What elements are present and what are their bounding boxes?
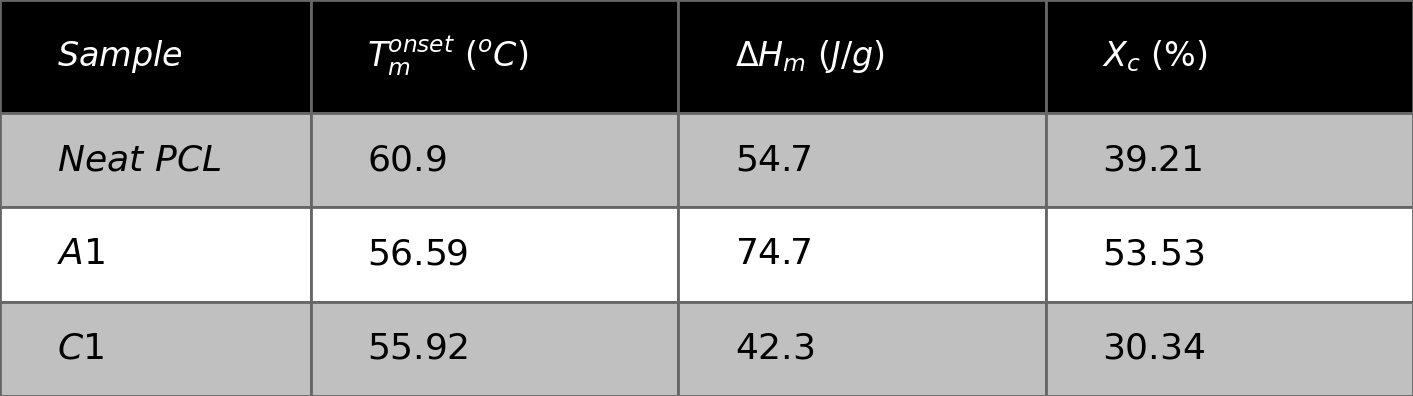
- Bar: [678, 302, 1046, 396]
- Text: $\mathit{54.7}$: $\mathit{54.7}$: [735, 143, 811, 177]
- Text: $\mathbf{\mathit{\Delta H_m}}\ \mathbf{\mathit{(J/g)}}$: $\mathbf{\mathit{\Delta H_m}}\ \mathbf{\…: [735, 38, 885, 75]
- Bar: [1046, 0, 1413, 113]
- Text: $\mathit{55.92}$: $\mathit{55.92}$: [367, 332, 469, 366]
- Text: $\mathit{39.21}$: $\mathit{39.21}$: [1102, 143, 1202, 177]
- Bar: [311, 0, 678, 113]
- Text: $\mathit{60.9}$: $\mathit{60.9}$: [367, 143, 447, 177]
- Bar: [0, 113, 311, 207]
- Text: $\mathit{53.53}$: $\mathit{53.53}$: [1102, 238, 1205, 271]
- Bar: [1046, 207, 1413, 302]
- Text: $\mathbf{\mathit{T}}_{\mathbf{\mathit{m}}}^{\mathbf{\mathit{onset}}}\ \mathbf{\m: $\mathbf{\mathit{T}}_{\mathbf{\mathit{m}…: [367, 34, 528, 78]
- Bar: [311, 113, 678, 207]
- Bar: [1046, 113, 1413, 207]
- Text: $\mathit{74.7}$: $\mathit{74.7}$: [735, 238, 811, 271]
- Text: $\mathit{42.3}$: $\mathit{42.3}$: [735, 332, 814, 366]
- Bar: [0, 0, 311, 113]
- Bar: [678, 113, 1046, 207]
- Text: $\mathit{30.34}$: $\mathit{30.34}$: [1102, 332, 1205, 366]
- Bar: [1046, 302, 1413, 396]
- Bar: [311, 207, 678, 302]
- Text: $\mathbf{\mathit{X_c}}\ \mathbf{\mathit{(\%)}}$: $\mathbf{\mathit{X_c}}\ \mathbf{\mathit{…: [1102, 38, 1208, 74]
- Bar: [678, 207, 1046, 302]
- Text: $\mathbf{\mathit{Sample}}$: $\mathbf{\mathit{Sample}}$: [57, 38, 182, 75]
- Text: $\mathbf{\mathit{A1}}$: $\mathbf{\mathit{A1}}$: [57, 238, 105, 271]
- Text: $\mathbf{\mathit{Neat\ PCL}}$: $\mathbf{\mathit{Neat\ PCL}}$: [57, 143, 220, 177]
- Text: $\mathit{56.59}$: $\mathit{56.59}$: [367, 238, 468, 271]
- Bar: [0, 207, 311, 302]
- Bar: [0, 302, 311, 396]
- Bar: [311, 302, 678, 396]
- Bar: [678, 0, 1046, 113]
- Text: $\mathbf{\mathit{C1}}$: $\mathbf{\mathit{C1}}$: [57, 332, 103, 366]
